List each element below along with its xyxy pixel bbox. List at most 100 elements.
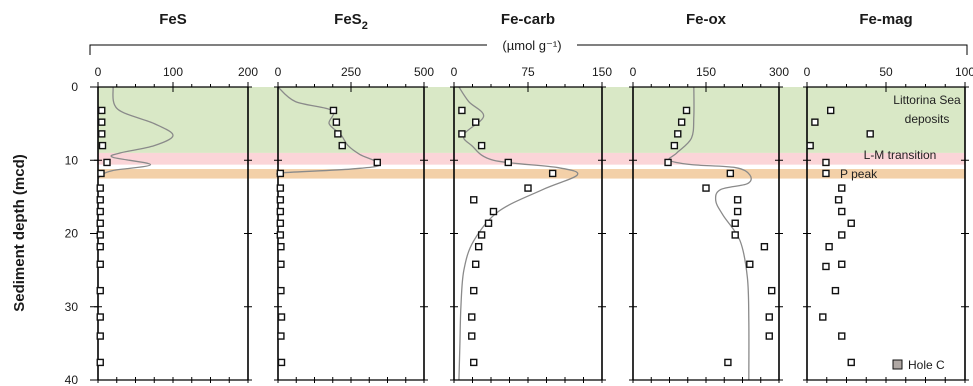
point-fe-carb-7 [470, 196, 478, 204]
point-fes2-16 [277, 358, 286, 367]
panel-fes2-xtick-label-500: 500 [414, 65, 434, 79]
y-tick-label-30: 30 [65, 300, 79, 314]
point-fes2-10 [276, 231, 285, 239]
point-fe-carb-1 [472, 118, 480, 126]
legend: Hole C [892, 358, 945, 372]
point-fe-mag-2 [866, 130, 874, 138]
curve-fe-ox [668, 86, 752, 381]
y-tick-label-20: 20 [65, 227, 79, 241]
point-fes-12 [96, 260, 104, 268]
point-fe-mag-11 [825, 242, 833, 251]
point-fe-ox-5 [726, 169, 735, 178]
point-fe-mag-3 [806, 141, 814, 150]
point-fes-16 [96, 358, 104, 367]
panel-fe-ox-xtick-label-0: 0 [630, 65, 637, 79]
point-fes2-13 [277, 286, 285, 295]
panel-title-fes: FeS [159, 11, 187, 28]
point-fe-mag-4 [822, 158, 830, 167]
point-fes2-2 [334, 130, 342, 138]
point-fes-4 [103, 158, 111, 167]
unit-bracket-left [89, 44, 487, 55]
point-fe-ox-12 [746, 260, 754, 268]
point-fe-ox-10 [731, 231, 739, 239]
zone-labels: Littorina Sea deposits L-M transition P pea… [840, 93, 961, 181]
point-fe-ox-0 [682, 106, 691, 115]
y-axis-label: Sediment depth (mcd) [11, 154, 28, 312]
panel-fe-carb-xtick-label-75: 75 [521, 65, 535, 79]
panel-title-fe-ox: Fe-ox [686, 11, 727, 28]
point-fe-mag-9 [847, 219, 855, 227]
zone-label-l-m-transition-line-1: L-M transition [864, 148, 937, 162]
point-fes-0 [98, 106, 106, 115]
point-fe-carb-13 [470, 286, 478, 295]
point-fe-mag-5 [822, 169, 830, 178]
point-fes2-8 [276, 207, 285, 216]
panel-title-fe-mag: Fe-mag [859, 11, 912, 28]
point-fe-mag-1 [811, 118, 819, 126]
point-fe-carb-5 [548, 169, 557, 178]
point-fes2-12 [277, 260, 285, 268]
point-fe-ox-6 [702, 184, 710, 192]
legend-label: Hole C [908, 358, 945, 372]
panel-fes: 0 100 200 FeS [94, 11, 258, 383]
point-fes2-3 [338, 141, 346, 150]
point-fes-9 [96, 219, 104, 227]
point-fe-mag-7 [834, 196, 843, 204]
point-fes-5 [97, 169, 105, 178]
point-fe-mag-14 [831, 286, 840, 295]
point-fe-carb-12 [472, 260, 480, 268]
panel-fe-ox-xtick-label-300: 300 [769, 65, 789, 79]
point-fe-ox-8 [733, 207, 742, 216]
depth-zone-bands [98, 87, 965, 179]
panel-fes2-xtick-label-250: 250 [341, 65, 361, 79]
point-fes2-1 [332, 118, 341, 126]
point-fes-11 [96, 242, 104, 251]
zone-label-littorina-sea-deposits-line-2: deposits [905, 112, 950, 126]
zone-band-littorina-sea-deposits [98, 87, 965, 153]
point-fe-ox-1 [677, 118, 686, 126]
point-fes-1 [98, 118, 106, 126]
point-fes2-4 [373, 158, 381, 167]
curve-fes [97, 86, 174, 180]
data-points [96, 106, 874, 367]
point-fes-6 [96, 184, 104, 192]
panel-fes2: 0 250 500 FeS2 [274, 11, 434, 383]
panel-fe-mag-xtick-label-100: 100 [955, 65, 973, 79]
panel-fe-ox: 0 150 300 Fe-ox [629, 11, 789, 383]
point-fes2-14 [277, 313, 286, 321]
panel-fe-carb: 0 75 150 Fe-carb [450, 11, 612, 383]
point-fe-carb-6 [524, 184, 532, 192]
point-fes2-6 [276, 184, 285, 192]
panel-fes-xtick-label-200: 200 [238, 65, 258, 79]
point-fes2-15 [277, 332, 285, 340]
panel-title-fes2: FeS2 [334, 11, 368, 32]
point-fe-ox-14 [765, 313, 773, 321]
point-fes-2 [98, 130, 106, 138]
point-fe-carb-10 [477, 231, 486, 239]
y-tick-label-10: 10 [65, 153, 79, 167]
point-fe-mag-0 [827, 106, 835, 115]
y-tick-label-40: 40 [65, 373, 79, 386]
point-fe-mag-8 [838, 207, 846, 216]
point-fe-ox-4 [664, 158, 672, 167]
y-tick-label-0: 0 [71, 80, 78, 94]
panel-fe-carb-xtick-label-150: 150 [592, 65, 612, 79]
point-fe-ox-15 [765, 332, 773, 340]
point-fe-mag-13 [822, 262, 830, 271]
panel-fe-mag-xtick-label-0: 0 [804, 65, 811, 79]
zone-label-littorina-sea-deposits-line-1: Littorina Sea [893, 93, 961, 107]
point-fes2-0 [329, 106, 338, 115]
unit-label: (µmol g⁻¹) [502, 38, 561, 53]
point-fe-carb-2 [458, 130, 466, 138]
point-fe-ox-13 [768, 286, 776, 295]
y-axis-ticks: 0 10 20 30 40 [65, 80, 98, 386]
point-fes-15 [96, 332, 104, 340]
point-fes-14 [96, 313, 104, 321]
point-fe-carb-8 [489, 207, 498, 216]
panel-fe-ox-xtick-label-150: 150 [696, 65, 716, 79]
point-fe-carb-3 [477, 141, 486, 150]
point-fes-3 [98, 141, 107, 150]
point-fe-mag-12 [838, 260, 846, 268]
